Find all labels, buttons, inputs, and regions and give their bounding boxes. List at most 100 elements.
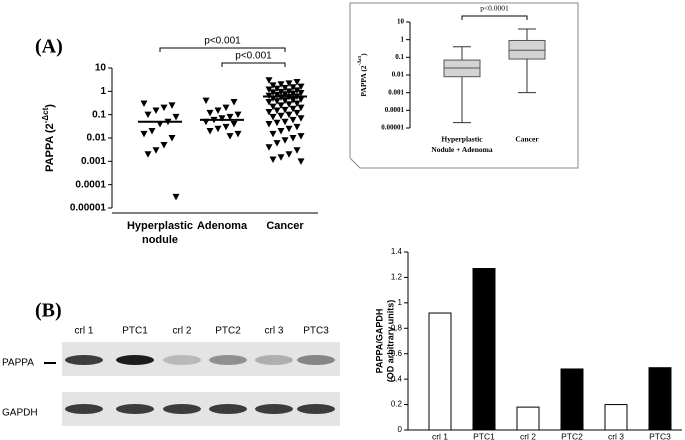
data-point (273, 85, 281, 93)
label-part: ) (44, 104, 56, 108)
x-tick-label: Cancer (266, 220, 304, 232)
data-point (281, 84, 289, 92)
y-axis-label: PAPPA/GAPDH (374, 309, 384, 374)
data-point (148, 127, 156, 135)
data-point (285, 101, 293, 108)
data-point (289, 135, 297, 142)
data-point (140, 130, 148, 138)
x-tick-label: crl 1 (432, 431, 448, 440)
y-tick-label: 0.00001 (70, 203, 107, 214)
band (297, 404, 335, 414)
lane-label: PTC3 (303, 326, 329, 337)
data-point (202, 97, 210, 105)
data-point (297, 158, 305, 165)
data-point (265, 98, 273, 106)
bar (472, 268, 496, 431)
x-tick-label: PTC3 (649, 431, 671, 440)
y-tick-label: 0.2 (391, 400, 403, 409)
y-tick-label: 0.00001 (381, 124, 404, 132)
band (255, 355, 293, 365)
data-point (281, 106, 289, 114)
x-tick-label: Adenoma (197, 220, 248, 232)
y-tick-label: 0.4 (391, 374, 403, 383)
data-point (297, 96, 305, 103)
data-point (140, 100, 148, 108)
y-tick-label: 0.001 (388, 88, 404, 96)
bar (560, 368, 584, 431)
y-tick-label: 0.8 (391, 323, 403, 332)
x-tick-label: Hyperplastic (441, 135, 483, 144)
data-point (293, 147, 301, 154)
data-point (285, 151, 293, 158)
data-point (269, 103, 277, 111)
panel-label: (B) (35, 300, 62, 322)
data-point (273, 119, 281, 127)
y-tick-label: 0.01 (392, 71, 405, 79)
data-point (265, 120, 273, 128)
data-point (285, 125, 293, 133)
data-point (293, 79, 301, 86)
data-point (273, 107, 281, 115)
y-axis-label: PAPPA (2-Δct) (357, 53, 367, 97)
significance-bracket (461, 15, 528, 20)
data-point (277, 81, 285, 88)
y-tick-label: 10 (397, 18, 405, 26)
x-tick-label: nodule (142, 234, 178, 246)
x-tick-label: PTC1 (473, 431, 495, 440)
data-point (293, 109, 301, 117)
data-point (297, 89, 305, 97)
label-part: ) (359, 53, 368, 56)
data-point (152, 147, 160, 154)
data-point (265, 86, 273, 93)
data-point (230, 120, 238, 128)
bar (604, 404, 628, 431)
data-point (172, 193, 180, 201)
data-point (289, 84, 297, 91)
y-tick-label: 0 (398, 425, 403, 434)
data-point (226, 133, 234, 140)
label-part: -Δct (41, 107, 50, 123)
data-point (297, 83, 305, 91)
data-point (144, 151, 152, 158)
data-point (277, 88, 285, 96)
data-point (160, 142, 168, 149)
band (255, 404, 293, 414)
data-point (293, 87, 301, 94)
y-tick-label: 1.2 (391, 273, 403, 282)
blot-strip (62, 342, 340, 376)
data-point (206, 127, 214, 135)
data-point (234, 130, 242, 138)
annotation: p<0.001 (204, 36, 241, 47)
data-point (289, 90, 297, 98)
data-point (222, 123, 230, 131)
significance-bracket (159, 47, 286, 52)
data-point (218, 115, 226, 122)
data-point (289, 105, 297, 113)
data-point (269, 130, 277, 138)
row-label: PAPPA (2, 358, 34, 369)
data-point (226, 113, 234, 121)
y-axis-label: PAPPA (2-Δct) (41, 104, 56, 172)
annotation: p<0.0001 (480, 4, 509, 13)
y-tick-label: 0.0001 (385, 106, 405, 114)
data-point (152, 107, 160, 115)
data-point (277, 102, 285, 109)
data-point (293, 100, 301, 108)
data-point (281, 97, 289, 105)
label-part: PAPPA (2 (359, 65, 368, 96)
data-point (277, 154, 285, 161)
y-tick-label: 1.4 (391, 247, 403, 256)
x-tick-label: PTC2 (561, 431, 583, 440)
data-point (273, 91, 281, 99)
data-point (297, 104, 305, 112)
data-point (289, 116, 297, 124)
panel-label: (A) (35, 36, 63, 58)
bar (428, 312, 452, 431)
y-tick-label: 10 (95, 63, 107, 74)
band (209, 355, 247, 365)
data-point (285, 88, 293, 95)
band (163, 355, 201, 365)
lane-label: PTC1 (122, 326, 148, 337)
